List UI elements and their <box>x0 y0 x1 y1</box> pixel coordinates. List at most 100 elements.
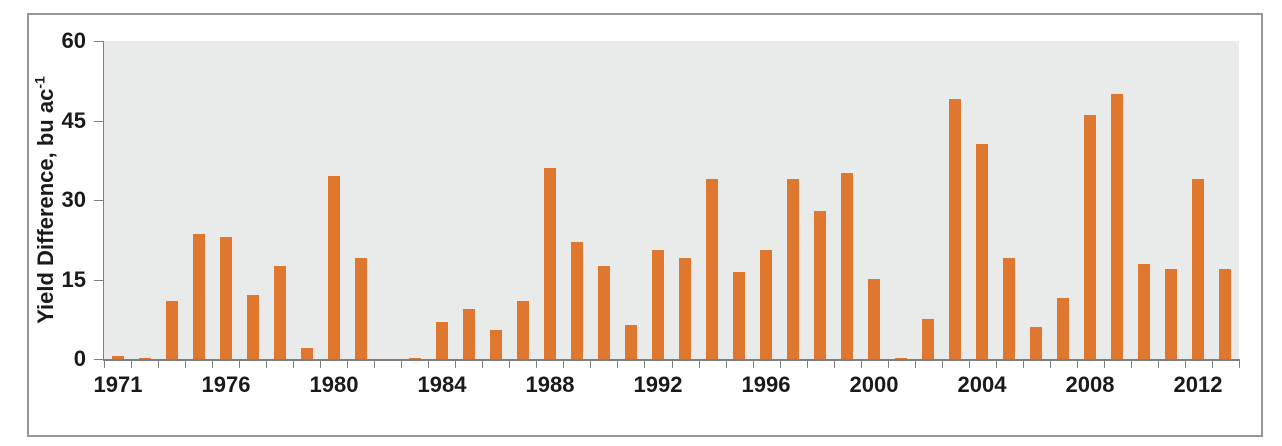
x-tick-label: 2012 <box>1173 372 1223 397</box>
bar-2011 <box>1165 269 1177 359</box>
x-tick <box>834 361 835 368</box>
x-tick <box>861 361 862 368</box>
x-tick <box>1077 361 1078 368</box>
bar-1996 <box>760 250 772 359</box>
bar-1992 <box>652 250 664 359</box>
y-tick <box>94 41 103 42</box>
bar-2012 <box>1192 179 1204 359</box>
x-tick <box>239 361 240 368</box>
bar-1998 <box>814 211 826 359</box>
y-axis-title-superscript: -1 <box>31 76 48 89</box>
y-tick-label: 30 <box>61 187 86 212</box>
x-tick-label: 2004 <box>957 372 1007 397</box>
bar-1997 <box>787 179 799 359</box>
x-tick <box>969 361 970 368</box>
x-tick <box>996 361 997 368</box>
y-axis-line <box>103 41 104 361</box>
x-tick <box>888 361 889 368</box>
x-tick <box>374 361 375 368</box>
x-tick <box>726 361 727 368</box>
bar-2000 <box>868 279 880 359</box>
x-tick <box>590 361 591 368</box>
bar-1981 <box>355 258 367 359</box>
x-tick-label: 2008 <box>1065 372 1115 397</box>
x-tick <box>320 361 321 368</box>
x-tick <box>185 361 186 368</box>
x-tick <box>455 361 456 368</box>
plot-area <box>104 41 1239 359</box>
bar-1991 <box>625 325 637 359</box>
y-axis-title-text: Yield Difference, bu ac <box>33 88 58 324</box>
x-tick-label: 1996 <box>741 372 791 397</box>
bar-1987 <box>517 301 529 359</box>
x-tick <box>699 361 700 368</box>
bar-2001 <box>895 358 907 359</box>
bar-2009 <box>1111 94 1123 359</box>
bar-1984 <box>436 322 448 359</box>
bar-1985 <box>463 309 475 359</box>
bar-2005 <box>1003 258 1015 359</box>
y-tick <box>94 359 103 360</box>
x-tick <box>131 361 132 368</box>
x-axis-line <box>103 359 1240 361</box>
y-tick-label: 15 <box>61 267 86 292</box>
bar-1972 <box>139 358 151 359</box>
x-tick <box>644 361 645 368</box>
bar-1983 <box>409 358 421 359</box>
bar-1986 <box>490 330 502 359</box>
x-tick <box>1239 361 1240 368</box>
bar-2002 <box>922 319 934 359</box>
x-tick <box>1050 361 1051 368</box>
y-axis-title: Yield Difference, bu ac-1 <box>32 19 60 381</box>
x-tick <box>563 361 564 368</box>
x-tick <box>509 361 510 368</box>
x-tick-label: 2000 <box>849 372 899 397</box>
bar-1999 <box>841 173 853 359</box>
x-tick <box>104 361 105 368</box>
x-tick <box>672 361 673 368</box>
y-tick-label: 60 <box>61 28 86 53</box>
x-tick <box>482 361 483 368</box>
x-tick-label: 1984 <box>417 372 467 397</box>
x-tick-label: 1976 <box>201 372 251 397</box>
x-tick <box>1131 361 1132 368</box>
bar-2010 <box>1138 264 1150 359</box>
x-tick <box>780 361 781 368</box>
x-tick <box>1185 361 1186 368</box>
x-tick <box>753 361 754 368</box>
x-tick <box>347 361 348 368</box>
bar-1988 <box>544 168 556 359</box>
bar-1973 <box>166 301 178 359</box>
x-tick-label: 1980 <box>309 372 359 397</box>
x-tick <box>266 361 267 368</box>
x-tick <box>617 361 618 368</box>
bar-2003 <box>949 99 961 359</box>
x-tick-label: 1971 <box>93 372 143 397</box>
bar-1989 <box>571 242 583 359</box>
bar-1994 <box>706 179 718 359</box>
bar-2013 <box>1219 269 1231 359</box>
bar-1975 <box>193 234 205 359</box>
x-tick <box>915 361 916 368</box>
y-tick-label: 0 <box>73 346 86 371</box>
bar-1979 <box>301 348 313 359</box>
bar-2008 <box>1084 115 1096 359</box>
x-tick <box>1158 361 1159 368</box>
x-tick-label: 1992 <box>633 372 683 397</box>
bar-1976 <box>220 237 232 359</box>
bar-1993 <box>679 258 691 359</box>
x-tick <box>942 361 943 368</box>
bar-1971 <box>112 356 124 359</box>
y-tick <box>94 200 103 201</box>
x-tick <box>401 361 402 368</box>
x-tick <box>1023 361 1024 368</box>
y-tick <box>94 121 103 122</box>
x-tick <box>293 361 294 368</box>
bar-2006 <box>1030 327 1042 359</box>
x-tick <box>1104 361 1105 368</box>
bar-2004 <box>976 144 988 359</box>
bar-1995 <box>733 272 745 359</box>
chart-frame: 1971 1976 1980 1984 1988 1992 1996 2000 2004 2008… <box>27 13 1263 437</box>
x-tick <box>536 361 537 368</box>
bar-1977 <box>247 295 259 359</box>
